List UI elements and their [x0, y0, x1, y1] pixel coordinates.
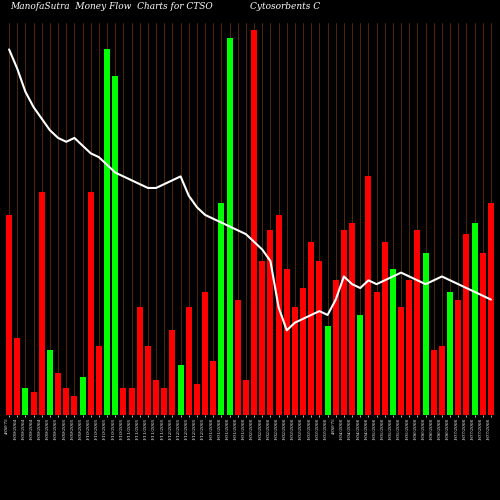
Bar	[447, 292, 453, 415]
Bar	[112, 76, 118, 415]
Bar	[439, 346, 445, 415]
Bar	[268, 230, 274, 415]
Bar	[96, 346, 102, 415]
Bar	[170, 330, 175, 415]
Bar	[47, 350, 53, 415]
Bar	[38, 192, 45, 415]
Bar	[464, 234, 469, 415]
Bar	[72, 396, 78, 415]
Bar	[218, 204, 224, 415]
Bar	[6, 215, 12, 415]
Bar	[243, 380, 249, 415]
Bar	[357, 315, 364, 415]
Bar	[145, 346, 151, 415]
Bar	[414, 230, 420, 415]
Bar	[186, 308, 192, 415]
Bar	[430, 350, 437, 415]
Bar	[22, 388, 28, 415]
Bar	[366, 176, 372, 415]
Bar	[382, 242, 388, 415]
Bar	[210, 361, 216, 415]
Bar	[153, 380, 159, 415]
Bar	[341, 230, 347, 415]
Bar	[292, 308, 298, 415]
Bar	[324, 326, 330, 415]
Bar	[136, 308, 143, 415]
Bar	[234, 300, 241, 415]
Bar	[276, 215, 281, 415]
Bar	[422, 254, 428, 415]
Bar	[80, 376, 86, 415]
Bar	[63, 388, 70, 415]
Bar	[120, 388, 126, 415]
Text: Cytosorbents C: Cytosorbents C	[250, 2, 320, 11]
Bar	[374, 292, 380, 415]
Bar	[284, 269, 290, 415]
Bar	[88, 192, 94, 415]
Bar	[14, 338, 20, 415]
Bar	[349, 222, 355, 415]
Bar	[178, 365, 184, 415]
Bar	[104, 50, 110, 415]
Bar	[226, 38, 232, 415]
Bar	[488, 204, 494, 415]
Bar	[194, 384, 200, 415]
Bar	[259, 261, 266, 415]
Text: ManofaSutra  Money Flow  Charts for CTSO: ManofaSutra Money Flow Charts for CTSO	[10, 2, 212, 11]
Bar	[398, 308, 404, 415]
Bar	[332, 280, 339, 415]
Bar	[300, 288, 306, 415]
Bar	[161, 388, 168, 415]
Bar	[455, 300, 462, 415]
Bar	[55, 372, 61, 415]
Bar	[406, 280, 412, 415]
Bar	[308, 242, 314, 415]
Bar	[480, 254, 486, 415]
Bar	[30, 392, 36, 415]
Bar	[472, 222, 478, 415]
Bar	[202, 292, 208, 415]
Bar	[128, 388, 134, 415]
Bar	[316, 261, 322, 415]
Bar	[390, 269, 396, 415]
Bar	[251, 30, 257, 415]
